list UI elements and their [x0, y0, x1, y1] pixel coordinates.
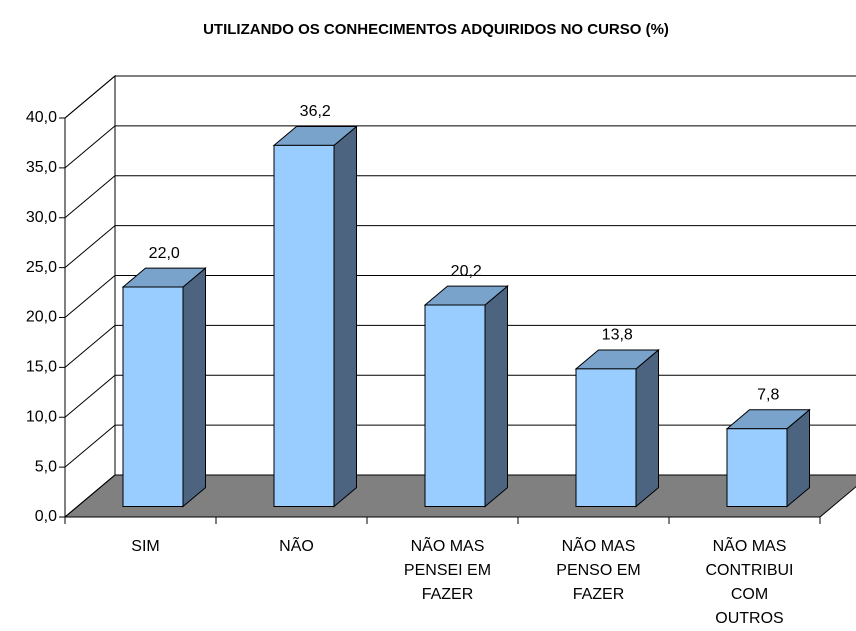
bar-side — [182, 267, 206, 508]
x-tick-label: NÃO — [279, 538, 314, 555]
bar — [424, 304, 486, 507]
x-tick-label: NÃO MAS PENSO EM FAZER — [556, 538, 641, 603]
y-tick-label: 30,0 — [26, 209, 57, 226]
y-tick-label: 5,0 — [35, 458, 57, 475]
value-label: 13,8 — [602, 327, 633, 344]
grid-line — [64, 275, 856, 318]
y-tick-label: 20,0 — [26, 309, 57, 326]
chart-title: UTILIZANDO OS CONHECIMENTOS ADQUIRIDOS N… — [203, 21, 669, 38]
y-tick-label: 10,0 — [26, 408, 57, 425]
bar-side — [635, 348, 659, 508]
bar — [575, 368, 637, 507]
grid-line — [64, 125, 856, 169]
value-label: 22,0 — [149, 245, 180, 262]
x-tick-label: SIM — [131, 538, 160, 555]
grid-line — [64, 75, 856, 119]
grid-line — [64, 175, 856, 219]
y-tick-label: 35,0 — [26, 159, 57, 176]
x-tick-label: NÃO MAS PENSEI EM FAZER — [403, 538, 492, 603]
y-tick-label: 25,0 — [26, 259, 57, 276]
y-tick-label: 40,0 — [26, 109, 57, 126]
bar — [726, 428, 788, 507]
value-label: 20,2 — [451, 263, 482, 280]
y-tick-label: 15,0 — [26, 359, 57, 376]
value-label: 36,2 — [300, 103, 331, 120]
bar — [273, 144, 335, 507]
grid-line — [64, 225, 856, 269]
bar-side — [484, 285, 508, 508]
x-tick-label: NÃO MAS CONTRIBUI COM OUTROS — [705, 538, 794, 627]
y-tick-label: 0,0 — [35, 508, 57, 525]
grid-line — [64, 324, 856, 368]
chart: UTILIZANDO OS CONHECIMENTOS ADQUIRIDOS N… — [26, 21, 856, 525]
value-label: 7,8 — [757, 386, 779, 403]
bar — [122, 286, 184, 507]
chart-container: UTILIZANDO OS CONHECIMENTOS ADQUIRIDOS N… — [26, 21, 856, 627]
bar-side — [333, 125, 357, 508]
